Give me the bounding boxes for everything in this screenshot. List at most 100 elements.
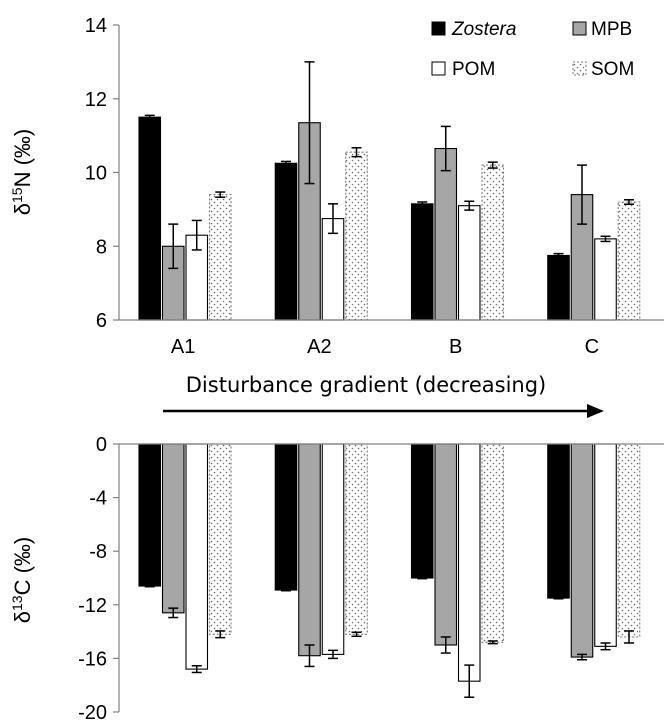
- d15n-error-bar-som-b: [487, 161, 498, 169]
- legend-label-pom: POM: [452, 59, 495, 80]
- d13c-error-bar-som-c: [624, 630, 634, 644]
- gradient-annotation: Disturbance gradient (decreasing): [163, 373, 604, 418]
- d13c-y-tick-label: -20: [78, 702, 107, 724]
- d13c-error-bar-zostera-c: [553, 596, 564, 600]
- d15n-bar-som-a2: [345, 151, 368, 321]
- d15n-bars: [138, 61, 641, 321]
- d15n-error-bar-zostera-b: [417, 201, 428, 207]
- d15n-error-bar-pom-b: [464, 200, 475, 211]
- d15n-error-bar-zostera-a1: [144, 114, 155, 120]
- d13c-error-bar-pom-a1: [191, 665, 202, 674]
- d13c-y-tick: -12: [78, 595, 119, 617]
- d15n-y-tick: 12: [85, 89, 119, 111]
- d13c-bars: [138, 443, 641, 699]
- d15n-category-label-b: B: [449, 336, 462, 358]
- legend-label-zostera: Zostera: [451, 19, 516, 40]
- d15n-y-tick: 10: [85, 163, 119, 185]
- d13c-bar-pom-a2: [321, 443, 345, 655]
- d13c-bar-zostera-a2: [274, 443, 298, 591]
- d15n-error-bar-mpb-b: [440, 125, 451, 172]
- d13c-bar-som-b: [481, 443, 505, 643]
- legend-item-pom: POM: [431, 59, 495, 80]
- d15n-category-labels: A1 A2 B C: [171, 336, 599, 358]
- d13c-y-tick: 0: [96, 434, 119, 456]
- d15n-category-label-a1: A1: [171, 336, 195, 358]
- d13c-error-bar-zostera-b: [417, 576, 428, 580]
- d13c-error-bar-som-a2: [351, 631, 362, 638]
- d13c-bar-zostera-b: [410, 443, 434, 579]
- d15n-y-tick-label: 10: [85, 163, 107, 185]
- d15n-y-tick-label: 12: [85, 89, 107, 111]
- legend: Zostera MPB POM SOM: [431, 19, 634, 80]
- d15n-axis-title: δ15N (‰): [9, 129, 35, 215]
- d15n-category-label-a2: A2: [307, 336, 331, 358]
- d15n-error-bar-mpb-a1: [168, 223, 179, 270]
- d13c-y-tick-label: 0: [96, 434, 107, 456]
- d13c-error-bar-pom-c: [600, 642, 611, 651]
- d13c-error-bar-mpb-a2: [304, 644, 315, 668]
- d15n-y-tick: 6: [96, 310, 119, 332]
- d13c-error-bar-zostera-a1: [144, 584, 155, 588]
- d13c-bar-pom-b: [457, 443, 481, 682]
- d15n-bar-zostera-a2: [274, 162, 298, 321]
- d15n-error-bar-zostera-c: [553, 252, 564, 259]
- d13c-y-tick-label: -16: [78, 648, 107, 670]
- d13c-bar-mpb-a1: [161, 443, 185, 614]
- d13c-bar-som-c: [617, 443, 641, 638]
- panel-d13c: 0 -4 -8 -12 -16 -20 δ13C (‰): [9, 434, 664, 724]
- legend-swatch-zostera: [431, 21, 446, 36]
- d13c-y-tick-label: -12: [78, 595, 107, 617]
- d13c-error-bar-pom-a2: [328, 649, 338, 660]
- d15n-y-tick-label: 6: [96, 310, 107, 332]
- d13c-error-bar-mpb-b: [440, 636, 451, 654]
- d13c-error-bar-mpb-a1: [168, 607, 179, 619]
- d13c-bar-mpb-c: [570, 443, 594, 658]
- d15n-y-tick-label: 8: [96, 236, 107, 258]
- d15n-bar-pom-c: [594, 238, 617, 321]
- d13c-bar-zostera-a1: [138, 443, 162, 587]
- d15n-error-bar-pom-c: [600, 235, 611, 243]
- legend-label-mpb: MPB: [591, 19, 632, 40]
- legend-item-zostera: Zostera: [431, 19, 516, 40]
- legend-item-som: SOM: [572, 59, 634, 80]
- d15n-y-ticks: 6 8 10 12 14: [85, 15, 119, 332]
- d15n-y-tick: 8: [96, 236, 119, 258]
- legend-label-som: SOM: [591, 59, 634, 80]
- d13c-y-tick: -8: [89, 541, 119, 563]
- panel-d15n: 6 8 10 12 14 A1 A2 B C δ15N (‰) Zostera MPB POM…: [9, 15, 664, 358]
- d15n-bar-pom-b: [457, 205, 481, 321]
- d15n-error-bar-som-a1: [215, 191, 226, 198]
- d15n-bar-zostera-c: [547, 254, 570, 321]
- legend-swatch-som: [572, 61, 587, 76]
- d15n-error-bar-zostera-a2: [281, 160, 291, 166]
- d15n-error-bar-pom-a2: [328, 203, 338, 235]
- d15n-y-tick: 14: [85, 15, 119, 37]
- d13c-y-tick: -20: [78, 702, 119, 724]
- d13c-y-ticks: 0 -4 -8 -12 -16 -20: [78, 434, 119, 724]
- d13c-bar-pom-c: [594, 443, 617, 647]
- d15n-category-label-c: C: [585, 336, 599, 358]
- d13c-error-bar-zostera-a2: [281, 588, 291, 592]
- d13c-bar-mpb-b: [434, 443, 458, 646]
- d13c-y-tick-label: -8: [89, 541, 107, 563]
- d15n-y-tick-label: 14: [85, 15, 107, 37]
- gradient-label: Disturbance gradient (decreasing): [186, 373, 546, 397]
- d13c-bar-som-a1: [208, 443, 232, 635]
- d15n-bar-mpb-b: [434, 147, 458, 321]
- d13c-axis-title: δ13C (‰): [9, 537, 35, 623]
- d13c-bar-som-a2: [345, 443, 368, 635]
- d13c-error-bar-som-b: [487, 640, 498, 645]
- d15n-bar-som-c: [617, 201, 641, 321]
- d15n-bar-som-b: [481, 164, 505, 321]
- d13c-error-bar-som-a1: [215, 630, 226, 639]
- legend-swatch-pom: [431, 61, 446, 76]
- d15n-error-bar-mpb-c: [577, 164, 587, 225]
- d13c-bar-mpb-a2: [298, 443, 321, 657]
- d13c-bar-zostera-c: [547, 443, 570, 599]
- d15n-error-bar-pom-a1: [191, 219, 202, 251]
- d13c-error-bar-mpb-c: [577, 653, 587, 661]
- d15n-error-bar-mpb-a2: [304, 61, 315, 185]
- d15n-error-bar-som-c: [624, 199, 634, 205]
- d15n-bar-zostera-a1: [138, 116, 162, 321]
